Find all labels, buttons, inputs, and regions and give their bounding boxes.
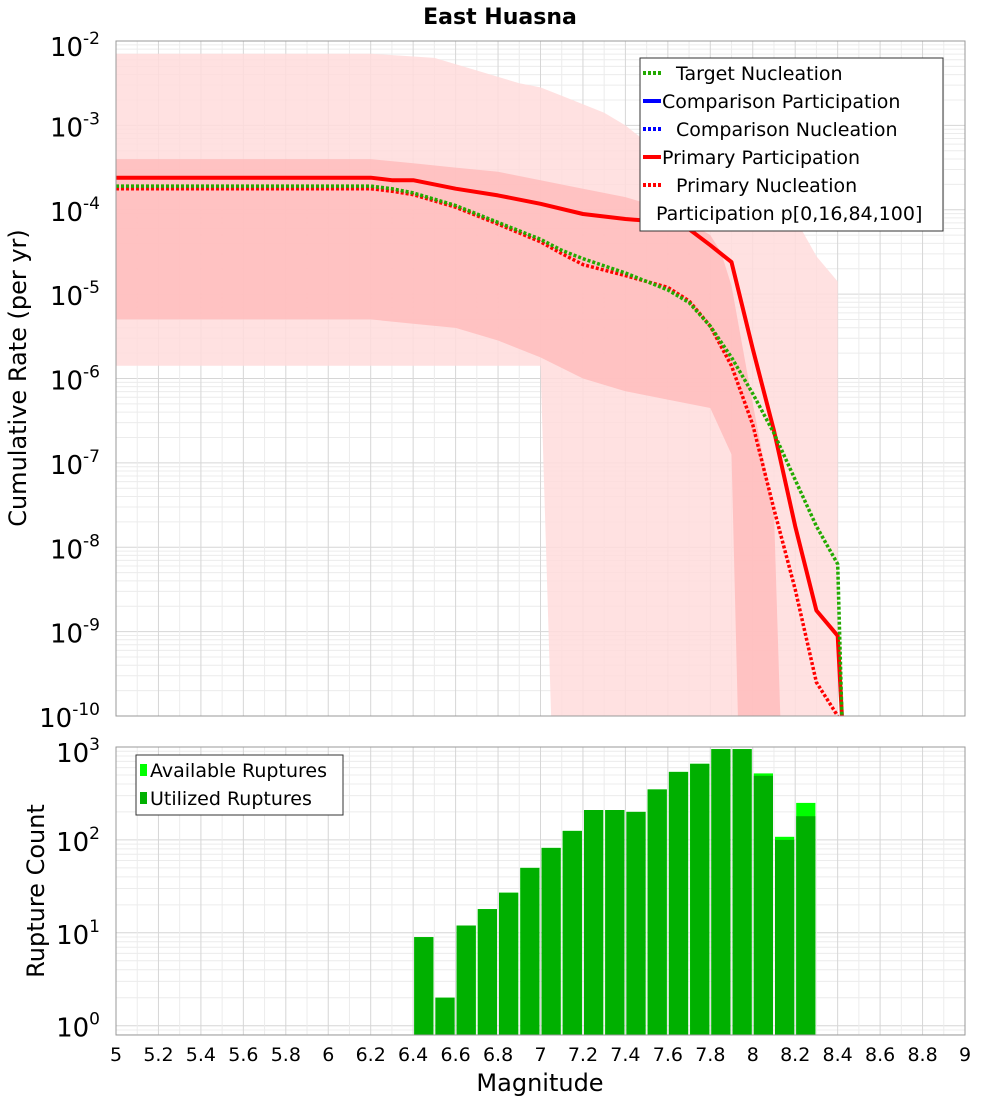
x-tick-label: 7 bbox=[534, 1044, 546, 1066]
bar-utilized-ruptures bbox=[711, 749, 731, 1035]
top-ytick-label: 10-7 bbox=[50, 447, 100, 481]
bottom-legend-label: Available Ruptures bbox=[150, 760, 327, 782]
bottom-data-layer bbox=[414, 749, 816, 1035]
bar-utilized-ruptures bbox=[775, 839, 795, 1035]
x-tick-label: 7.8 bbox=[695, 1044, 725, 1066]
x-tick-label: 8 bbox=[747, 1044, 759, 1066]
bar-utilized-ruptures bbox=[753, 775, 773, 1035]
x-tick-label: 8.4 bbox=[823, 1044, 853, 1066]
top-ytick-label: 10-10 bbox=[39, 700, 100, 734]
bar-utilized-ruptures bbox=[414, 937, 434, 1035]
x-tick-label: 6 bbox=[322, 1044, 334, 1066]
bar-utilized-ruptures bbox=[668, 771, 689, 1035]
x-tick-label: 9 bbox=[959, 1044, 971, 1066]
bottom-ytick-label: 102 bbox=[56, 824, 100, 858]
bar-utilized-ruptures bbox=[626, 811, 646, 1035]
top-plot-frame bbox=[115, 40, 966, 717]
bottom-ytick-label: 101 bbox=[56, 917, 100, 951]
x-tick-label: 5 bbox=[110, 1044, 122, 1066]
bar-utilized-ruptures bbox=[456, 925, 476, 1035]
bottom-legend-label: Utilized Ruptures bbox=[150, 788, 312, 810]
top-ytick-label: 10-8 bbox=[50, 531, 100, 565]
top-legend-label: Target Nucleation bbox=[675, 63, 843, 85]
x-tick-label: 6.2 bbox=[356, 1044, 386, 1066]
x-tick-label: 8.2 bbox=[780, 1044, 810, 1066]
bar-utilized-ruptures bbox=[541, 847, 561, 1035]
bar-utilized-ruptures bbox=[477, 909, 497, 1035]
x-tick-label: 7.6 bbox=[653, 1044, 683, 1066]
x-tick-label: 5.8 bbox=[271, 1044, 301, 1066]
top-ytick-label: 10-6 bbox=[50, 363, 100, 397]
bar-utilized-ruptures bbox=[690, 763, 710, 1035]
top-ytick-label: 10-3 bbox=[50, 109, 100, 143]
bottom-ytick-label: 100 bbox=[56, 1010, 100, 1044]
top-plot: 10-10 10-9 10-8 10-7 10-6 10-5 10-4 10-3 10-2 Tar… bbox=[39, 29, 966, 734]
top-legend-label: Comparison Nucleation bbox=[676, 119, 898, 141]
bar-utilized-ruptures bbox=[520, 867, 540, 1035]
top-ytick-label: 10-4 bbox=[50, 194, 100, 228]
x-tick-label: 6.6 bbox=[440, 1044, 470, 1066]
bottom-legend-swatch bbox=[140, 792, 147, 804]
top-legend-box bbox=[639, 57, 944, 232]
bottom-legend-swatch bbox=[140, 764, 147, 776]
top-ytick-label: 10-2 bbox=[50, 29, 100, 63]
x-tick-label: 5.6 bbox=[228, 1044, 258, 1066]
top-y-axis-label: Cumulative Rate (per yr) bbox=[4, 229, 32, 527]
x-tick-label: 8.8 bbox=[907, 1044, 937, 1066]
bar-utilized-ruptures bbox=[435, 997, 455, 1035]
band-p16-p84 bbox=[116, 159, 781, 716]
x-tick-label: 5.2 bbox=[143, 1044, 173, 1066]
bar-utilized-ruptures bbox=[732, 749, 752, 1035]
x-tick-label: 6.8 bbox=[483, 1044, 513, 1066]
x-tick-label: 7.2 bbox=[568, 1044, 598, 1066]
bar-utilized-ruptures bbox=[584, 810, 604, 1035]
bar-utilized-ruptures bbox=[647, 789, 667, 1035]
x-tick-label: 5.4 bbox=[186, 1044, 216, 1066]
top-ytick-label: 10-9 bbox=[50, 616, 100, 650]
bar-utilized-ruptures bbox=[562, 830, 582, 1035]
top-legend-label: Primary Participation bbox=[662, 147, 860, 169]
bottom-y-axis-label: Rupture Count bbox=[22, 804, 50, 978]
top-legend: Target Nucleation Comparison Participatio… bbox=[639, 57, 944, 232]
bottom-legend: Available Ruptures Utilized Ruptures bbox=[135, 754, 344, 816]
bottom-legend-box bbox=[135, 754, 344, 816]
bottom-plot-frame bbox=[115, 746, 966, 1036]
bottom-ytick-label: 103 bbox=[56, 735, 100, 769]
bar-utilized-ruptures bbox=[796, 816, 816, 1035]
series-primary-nucleation bbox=[116, 186, 840, 716]
bar-utilized-ruptures bbox=[499, 892, 519, 1035]
x-tick-label: 7.4 bbox=[610, 1044, 640, 1066]
bar-utilized-ruptures bbox=[605, 810, 625, 1035]
chart-title: East Huasna bbox=[423, 5, 577, 30]
x-axis-label: Magnitude bbox=[476, 1069, 603, 1097]
x-tick-label: 6.4 bbox=[398, 1044, 428, 1066]
top-legend-label: Comparison Participation bbox=[662, 91, 900, 113]
series-target-nucleation bbox=[116, 184, 844, 716]
x-tick-label: 8.6 bbox=[865, 1044, 895, 1066]
top-legend-label: Participation p[0,16,84,100] bbox=[656, 203, 922, 225]
top-ytick-label: 10-5 bbox=[50, 278, 100, 312]
top-legend-label: Primary Nucleation bbox=[676, 175, 857, 197]
